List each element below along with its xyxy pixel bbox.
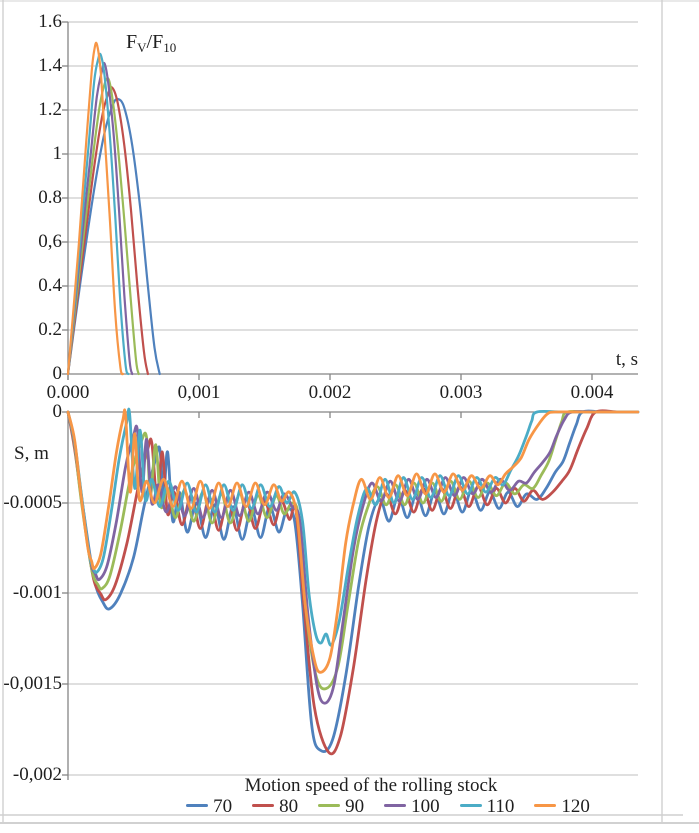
legend-item-80: 80 bbox=[252, 797, 298, 817]
bottom-y-axis-title: S, m bbox=[14, 443, 49, 464]
title-slash-F: /F bbox=[146, 31, 164, 53]
title-F: F bbox=[126, 31, 138, 53]
top-x-tick-label: 0.000 bbox=[46, 382, 90, 403]
top-x-tick-label: 0,001 bbox=[177, 382, 221, 403]
legend-label-110: 110 bbox=[486, 796, 515, 817]
legend-item-110: 110 bbox=[459, 796, 515, 817]
top-y-tick-label: 0.8 bbox=[38, 187, 62, 208]
title-sub-V: V bbox=[137, 40, 147, 55]
legend-swatch-100 bbox=[384, 803, 407, 807]
bottom-y-tick-label: -0,0015 bbox=[3, 673, 62, 694]
series-line-80 bbox=[66, 409, 640, 756]
legend-label-80: 80 bbox=[279, 796, 299, 817]
legend-label-120: 120 bbox=[561, 796, 590, 817]
top-chart-axes bbox=[62, 21, 638, 380]
top-x-ticks bbox=[67, 374, 593, 380]
bottom-y-ticks bbox=[62, 411, 68, 776]
legend-label-90: 90 bbox=[345, 796, 365, 817]
bottom-chart-series bbox=[66, 407, 640, 756]
top-chart-series bbox=[66, 41, 161, 376]
top-y-ticks bbox=[62, 21, 68, 375]
top-y-tick-label: 1.6 bbox=[38, 11, 62, 32]
top-x-tick-label: 0.003 bbox=[439, 382, 483, 403]
legend-title: Motion speed of the rolling stock bbox=[244, 775, 498, 796]
series-line-70 bbox=[66, 97, 161, 376]
top-chart-gridlines bbox=[68, 21, 638, 331]
legend-item-90: 90 bbox=[318, 797, 364, 817]
top-y-tick-label: 0.2 bbox=[38, 319, 62, 340]
bottom-y-tick-label: -0.0005 bbox=[3, 492, 62, 513]
bottom-y-tick-label: -0,002 bbox=[12, 764, 62, 785]
legend-item-70: 70 bbox=[186, 797, 232, 817]
legend-item-120: 120 bbox=[534, 797, 590, 817]
series-line-80 bbox=[66, 86, 149, 376]
top-y-tick-label: 1 bbox=[52, 143, 63, 164]
title-sub-10: 10 bbox=[163, 40, 177, 55]
top-y-tick-label: 0.4 bbox=[38, 275, 62, 296]
top-x-tick-label: 0.002 bbox=[308, 382, 352, 403]
bottom-y-tick-label: 0 bbox=[52, 401, 63, 422]
legend-item-100: 100 bbox=[384, 797, 440, 817]
legend-swatch-110 bbox=[459, 803, 482, 807]
legend-swatch-70 bbox=[186, 803, 209, 807]
series-line-70 bbox=[66, 409, 640, 753]
top-y-tick-label: 1.2 bbox=[38, 99, 62, 120]
bottom-x-ticks bbox=[67, 412, 593, 418]
legend-swatch-90 bbox=[318, 803, 341, 807]
series-line-120 bbox=[66, 41, 125, 376]
series-line-90 bbox=[66, 77, 140, 376]
top-y-tick-label: 1.4 bbox=[38, 55, 62, 76]
top-chart-title: FV/F10 bbox=[126, 32, 176, 58]
top-x-tick-label: 0.004 bbox=[570, 382, 614, 403]
x-axis-title: t, s bbox=[615, 349, 638, 370]
legend: Motion speed of the rolling stock 70 80 … bbox=[68, 776, 638, 817]
legend-label-70: 70 bbox=[213, 796, 233, 817]
legend-label-100: 100 bbox=[411, 796, 440, 817]
series-line-110 bbox=[66, 52, 130, 376]
top-y-tick-label: 0,6 bbox=[38, 231, 62, 252]
legend-swatch-80 bbox=[252, 803, 275, 807]
legend-items: 70 80 90 100 110 120 bbox=[68, 797, 638, 817]
bottom-y-tick-label: -0.001 bbox=[12, 582, 62, 603]
series-line-100 bbox=[66, 61, 134, 376]
top-y-tick-label: 0 bbox=[52, 363, 63, 384]
legend-swatch-120 bbox=[534, 803, 557, 807]
series-line-120 bbox=[66, 408, 640, 674]
